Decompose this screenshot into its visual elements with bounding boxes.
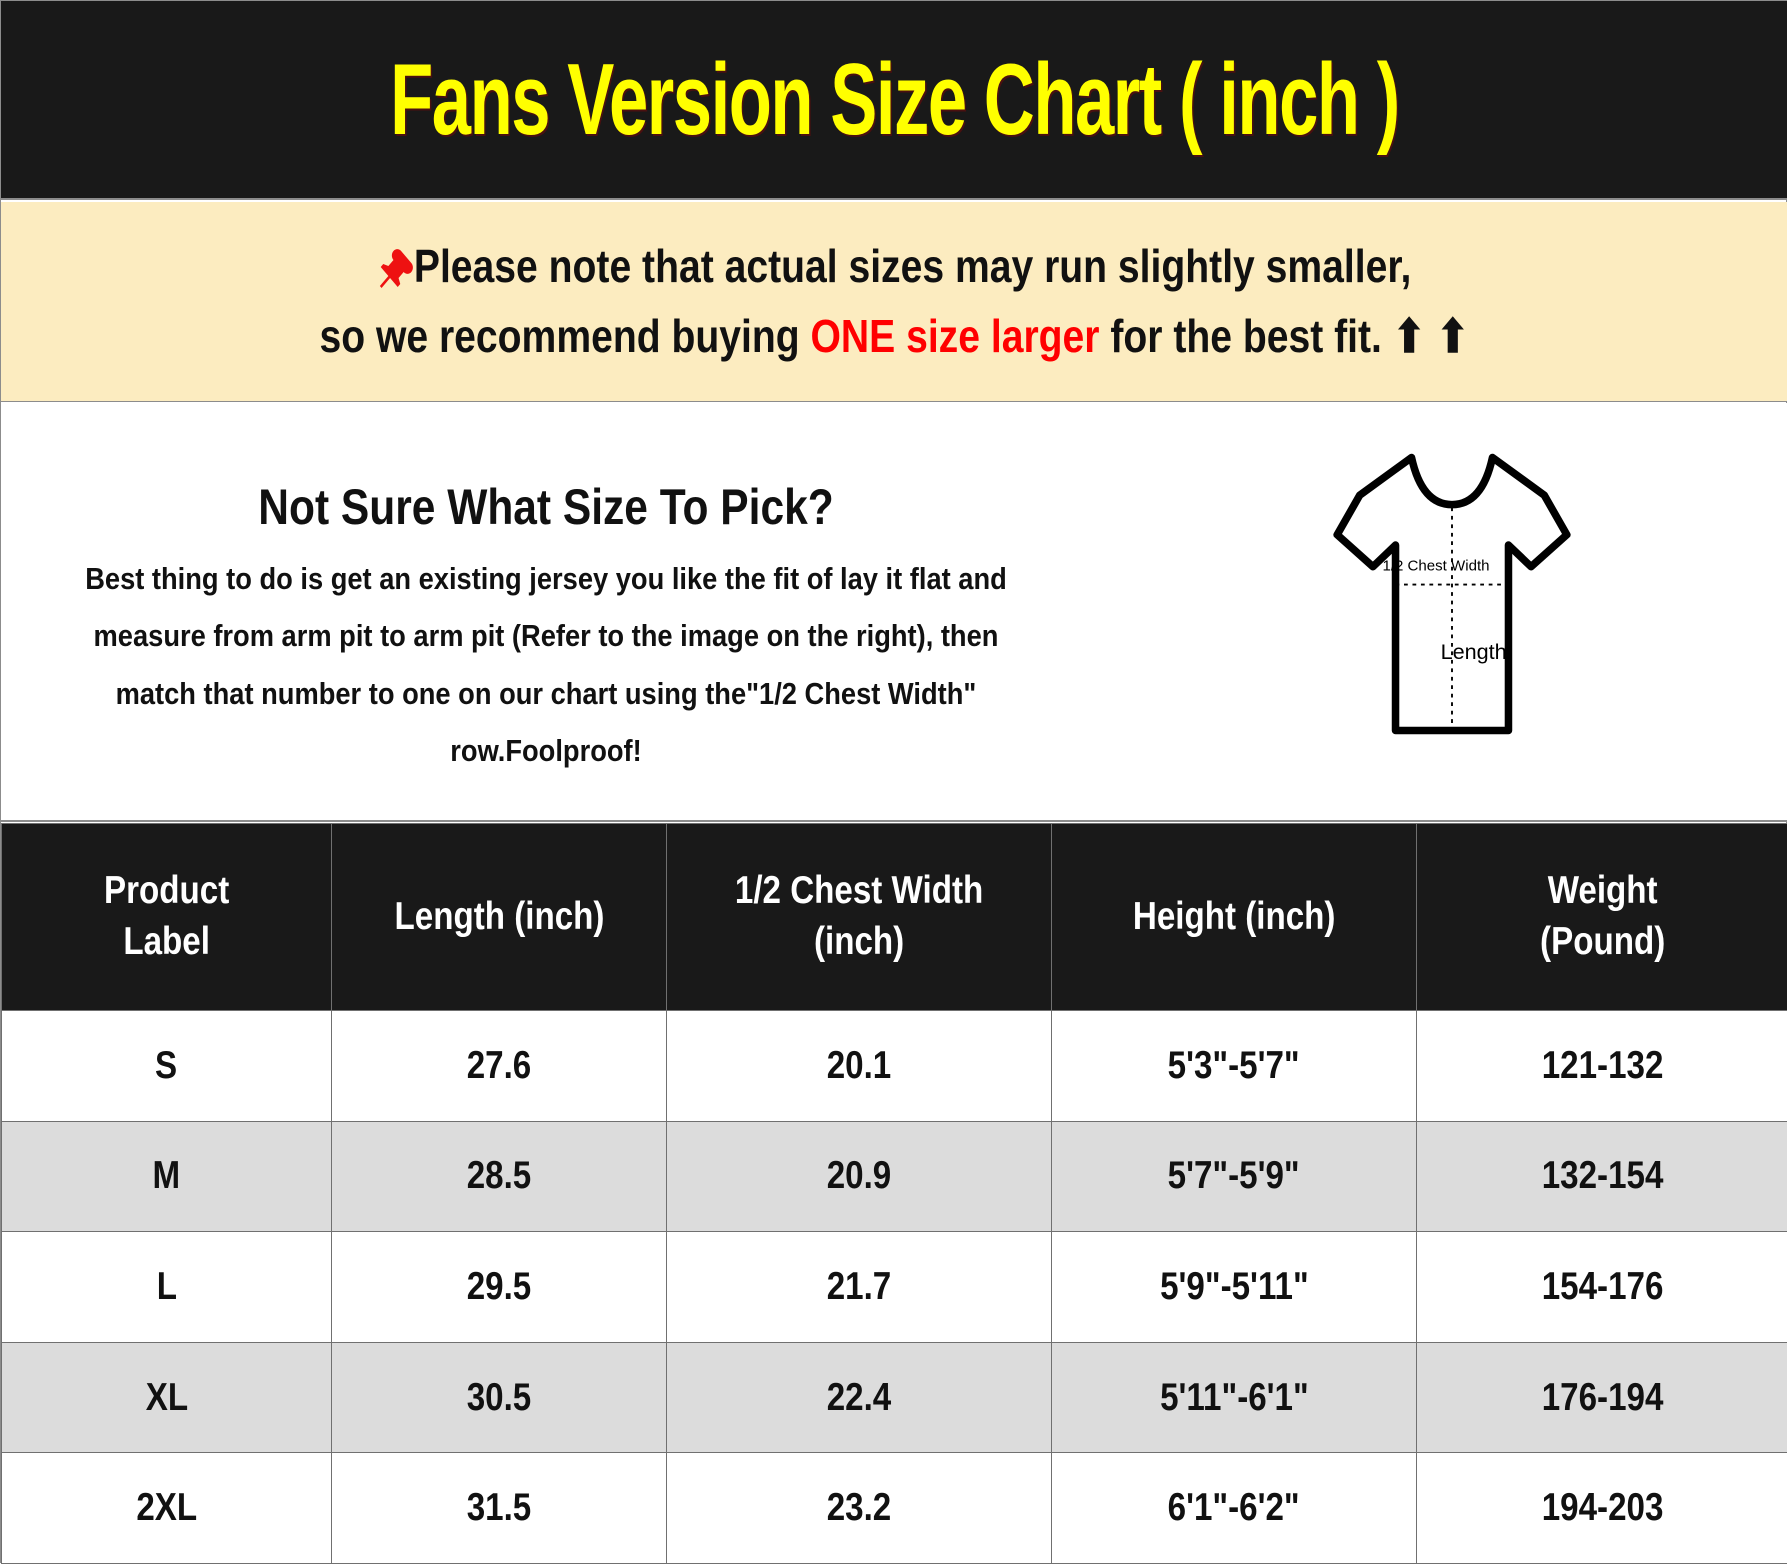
svg-text:Length: Length bbox=[1441, 639, 1507, 664]
svg-text:1/2 Chest Width: 1/2 Chest Width bbox=[1382, 557, 1489, 574]
